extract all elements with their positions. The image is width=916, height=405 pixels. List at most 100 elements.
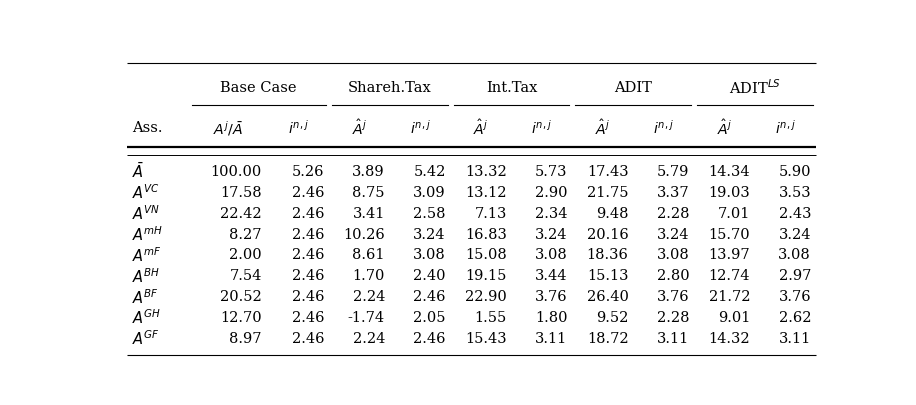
Text: $A^j/\bar{A}$: $A^j/\bar{A}$ [213,119,243,138]
Text: Ass.: Ass. [132,121,163,135]
Text: 2.24: 2.24 [353,332,385,346]
Text: $A^{VC}$: $A^{VC}$ [132,183,160,202]
Text: 9.52: 9.52 [596,311,628,325]
Text: $i^{n,j}$: $i^{n,j}$ [288,119,309,137]
Text: 2.58: 2.58 [413,207,446,221]
Text: 13.32: 13.32 [465,165,507,179]
Text: 3.89: 3.89 [353,165,385,179]
Text: 3.53: 3.53 [779,186,811,200]
Text: 3.24: 3.24 [657,228,689,241]
Text: $i^{n,j}$: $i^{n,j}$ [653,119,674,137]
Text: 17.58: 17.58 [220,186,262,200]
Text: 22.42: 22.42 [220,207,262,221]
Text: 1.70: 1.70 [353,269,385,283]
Text: 13.97: 13.97 [708,248,750,262]
Text: 7.13: 7.13 [474,207,507,221]
Text: 12.70: 12.70 [220,311,262,325]
Text: 17.43: 17.43 [587,165,628,179]
Text: 2.00: 2.00 [229,248,262,262]
Text: 3.24: 3.24 [413,228,446,241]
Text: 5.42: 5.42 [413,165,446,179]
Text: $\hat{A}^j$: $\hat{A}^j$ [717,119,732,138]
Text: $i^{n,j}$: $i^{n,j}$ [409,119,431,137]
Text: 7.01: 7.01 [718,207,750,221]
Text: 2.46: 2.46 [413,290,446,304]
Text: 15.13: 15.13 [587,269,628,283]
Text: $A^{VN}$: $A^{VN}$ [132,204,160,223]
Text: 3.76: 3.76 [535,290,568,304]
Text: 8.27: 8.27 [229,228,262,241]
Text: 3.08: 3.08 [413,248,446,262]
Text: 18.72: 18.72 [587,332,628,346]
Text: 20.16: 20.16 [586,228,628,241]
Text: 15.43: 15.43 [465,332,507,346]
Text: 7.54: 7.54 [229,269,262,283]
Text: 3.24: 3.24 [535,228,568,241]
Text: 15.70: 15.70 [708,228,750,241]
Text: 2.46: 2.46 [291,311,324,325]
Text: ADIT$^{LS}$: ADIT$^{LS}$ [729,78,781,97]
Text: 26.40: 26.40 [586,290,628,304]
Text: 3.76: 3.76 [779,290,811,304]
Text: 19.15: 19.15 [465,269,507,283]
Text: 2.43: 2.43 [779,207,811,221]
Text: 16.83: 16.83 [464,228,507,241]
Text: 12.74: 12.74 [709,269,750,283]
Text: $\hat{A}^j$: $\hat{A}^j$ [595,119,610,138]
Text: 14.32: 14.32 [708,332,750,346]
Text: 3.08: 3.08 [779,248,811,262]
Text: 3.11: 3.11 [535,332,568,346]
Text: 2.34: 2.34 [535,207,568,221]
Text: 10.26: 10.26 [344,228,385,241]
Text: 9.01: 9.01 [718,311,750,325]
Text: $A^{GF}$: $A^{GF}$ [132,330,160,348]
Text: $\bar{A}$: $\bar{A}$ [132,162,144,181]
Text: 2.46: 2.46 [291,186,324,200]
Text: 3.09: 3.09 [413,186,446,200]
Text: 3.37: 3.37 [657,186,689,200]
Text: 18.36: 18.36 [586,248,628,262]
Text: 15.08: 15.08 [465,248,507,262]
Text: $i^{n,j}$: $i^{n,j}$ [531,119,552,137]
Text: 2.28: 2.28 [657,207,689,221]
Text: $A^{mF}$: $A^{mF}$ [132,246,162,265]
Text: $i^{n,j}$: $i^{n,j}$ [775,119,796,137]
Text: 19.03: 19.03 [708,186,750,200]
Text: $\hat{A}^j$: $\hat{A}^j$ [474,119,489,138]
Text: 2.97: 2.97 [779,269,811,283]
Text: 5.26: 5.26 [291,165,324,179]
Text: 2.46: 2.46 [291,228,324,241]
Text: 9.48: 9.48 [596,207,628,221]
Text: 2.80: 2.80 [657,269,689,283]
Text: 2.46: 2.46 [291,248,324,262]
Text: 3.08: 3.08 [535,248,568,262]
Text: 8.61: 8.61 [353,248,385,262]
Text: Int.Tax: Int.Tax [485,81,537,95]
Text: 8.97: 8.97 [229,332,262,346]
Text: 2.05: 2.05 [413,311,446,325]
Text: 13.12: 13.12 [465,186,507,200]
Text: 2.62: 2.62 [779,311,811,325]
Text: 3.24: 3.24 [779,228,811,241]
Text: 2.24: 2.24 [353,290,385,304]
Text: 8.75: 8.75 [353,186,385,200]
Text: 2.90: 2.90 [535,186,568,200]
Text: ADIT: ADIT [615,81,652,95]
Text: 1.80: 1.80 [535,311,568,325]
Text: 3.11: 3.11 [779,332,811,346]
Text: 3.44: 3.44 [535,269,568,283]
Text: 2.46: 2.46 [413,332,446,346]
Text: -1.74: -1.74 [348,311,385,325]
Text: 2.46: 2.46 [291,269,324,283]
Text: 3.11: 3.11 [657,332,689,346]
Text: 5.73: 5.73 [535,165,568,179]
Text: 22.90: 22.90 [465,290,507,304]
Text: 5.90: 5.90 [779,165,811,179]
Text: 2.40: 2.40 [413,269,446,283]
Text: 20.52: 20.52 [220,290,262,304]
Text: 2.46: 2.46 [291,332,324,346]
Text: $A^{BH}$: $A^{BH}$ [132,267,160,286]
Text: 2.28: 2.28 [657,311,689,325]
Text: 3.76: 3.76 [657,290,689,304]
Text: 5.79: 5.79 [657,165,689,179]
